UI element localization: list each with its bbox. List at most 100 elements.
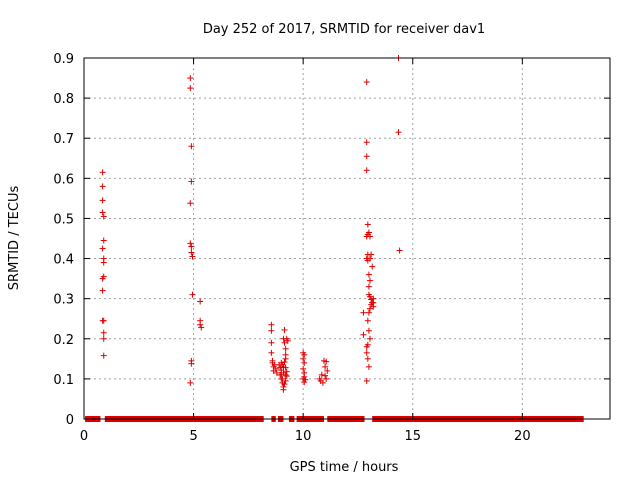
data-point <box>187 200 194 207</box>
data-point <box>99 169 106 176</box>
data-point <box>282 377 289 384</box>
data-point <box>363 377 370 384</box>
data-point <box>188 249 195 256</box>
data-point <box>281 359 288 366</box>
data-point <box>268 349 275 356</box>
data-point <box>282 355 289 362</box>
data-point <box>189 253 196 260</box>
y-tick-label: 0 <box>66 413 74 428</box>
data-point <box>197 321 204 328</box>
x-tick-label: 0 <box>80 429 88 444</box>
data-point <box>364 221 371 228</box>
data-point <box>187 85 194 92</box>
data-point <box>364 355 371 362</box>
data-point <box>282 371 289 378</box>
data-point <box>273 369 280 376</box>
data-point <box>188 243 195 250</box>
data-point <box>319 379 326 386</box>
plot-frame <box>83 57 611 420</box>
data-point <box>364 317 371 324</box>
data-point <box>367 255 374 262</box>
y-tick-label: 0.9 <box>53 52 74 67</box>
x-tick-label: 5 <box>189 429 197 444</box>
y-tick-label: 0.7 <box>53 132 74 147</box>
data-point <box>268 327 275 334</box>
data-point <box>99 209 106 216</box>
data-point <box>100 317 107 324</box>
data-point <box>363 153 370 160</box>
y-axis-label: SRMTID / TECUs <box>7 186 22 291</box>
data-point <box>100 259 107 266</box>
data-point <box>324 367 331 374</box>
data-point <box>363 139 370 146</box>
data-point <box>301 379 308 386</box>
data-point <box>281 339 288 346</box>
data-point <box>365 327 372 334</box>
data-point <box>100 329 107 336</box>
data-point <box>370 295 377 302</box>
data-point <box>268 339 275 346</box>
data-point <box>268 321 275 328</box>
data-point <box>322 363 329 370</box>
data-point <box>318 371 325 378</box>
chart-title: Day 252 of 2017, SRMTID for receiver dav… <box>203 22 485 37</box>
y-tick-label: 0.1 <box>53 373 74 388</box>
data-point <box>367 335 374 342</box>
data-point <box>99 183 106 190</box>
data-point <box>367 233 374 240</box>
data-point <box>282 364 289 371</box>
data-point <box>367 293 374 300</box>
data-point <box>365 229 372 236</box>
x-tick-label: 20 <box>514 429 531 444</box>
data-point <box>99 197 106 204</box>
data-point <box>277 371 284 378</box>
data-point <box>100 352 107 359</box>
data-point <box>188 360 195 367</box>
x-tick-label: 15 <box>404 429 421 444</box>
data-point <box>187 379 194 386</box>
data-point <box>323 375 330 382</box>
data-point <box>99 275 106 282</box>
data-point <box>363 349 370 356</box>
data-point <box>365 271 372 278</box>
y-tick-label: 0.8 <box>53 92 74 107</box>
data-point <box>187 240 194 247</box>
data-point <box>281 381 288 388</box>
data-point <box>100 213 107 220</box>
data-point <box>323 358 330 365</box>
data-point <box>281 326 288 333</box>
data-point <box>278 375 285 382</box>
y-tick-label: 0.3 <box>53 293 74 308</box>
data-point <box>369 263 376 270</box>
data-point <box>189 291 196 298</box>
x-axis-label: GPS time / hours <box>290 460 399 475</box>
data-point <box>188 143 195 150</box>
data-point <box>395 129 402 136</box>
data-point <box>396 247 403 254</box>
data-point <box>360 309 367 316</box>
y-tick-label: 0.4 <box>53 253 74 268</box>
data-point <box>280 386 287 393</box>
data-point <box>99 287 106 294</box>
data-point <box>282 345 289 352</box>
data-point <box>100 335 107 342</box>
data-point <box>300 365 307 372</box>
data-point <box>360 331 367 338</box>
data-point <box>363 79 370 86</box>
data-point <box>363 343 370 350</box>
data-point <box>365 363 372 370</box>
x-tick-label: 10 <box>295 429 312 444</box>
data-point <box>188 178 195 185</box>
y-tick-label: 0.2 <box>53 333 74 348</box>
data-point <box>365 309 372 316</box>
data-point <box>300 355 307 362</box>
data-point <box>99 245 106 252</box>
data-point <box>363 167 370 174</box>
grid-lines <box>84 58 610 419</box>
axis-ticks: 0 0.1 0.2 0.3 0.4 0.5 0.6 0.7 0.8 0.9 0 5 10 15 20 <box>53 52 610 444</box>
data-point <box>365 283 372 290</box>
y-tick-label: 0.5 <box>53 212 74 227</box>
data-point <box>368 251 375 258</box>
data-point <box>322 372 329 379</box>
